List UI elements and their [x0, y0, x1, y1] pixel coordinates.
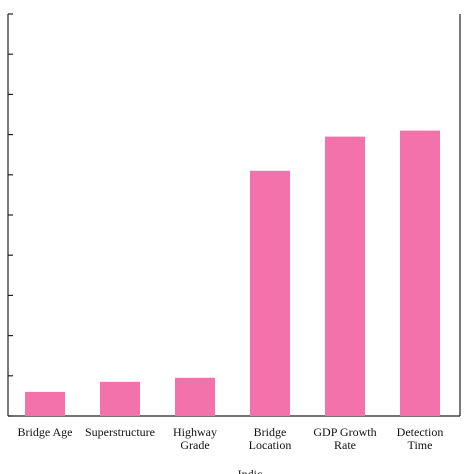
x-tick-label: GDP Growth Rate	[313, 425, 376, 452]
bar	[100, 381, 140, 416]
x-tick-label: Highway Grade	[173, 425, 217, 452]
bar	[400, 130, 440, 416]
chart-bars	[25, 130, 440, 417]
chart-axes	[7, 13, 461, 417]
x-tick-label: Bridge Location	[249, 425, 292, 452]
bar	[325, 136, 365, 417]
x-axis-label: Indic	[238, 467, 263, 474]
x-tick-label: Detection Time	[397, 425, 444, 452]
x-tick-label: Bridge Age	[18, 425, 73, 439]
bar	[175, 377, 215, 416]
bar	[25, 391, 65, 416]
x-tick-label: Superstructure	[85, 425, 155, 439]
x-tick-labels: Bridge Age Superstructure Highway Grade Brid…	[18, 425, 444, 452]
bar	[250, 170, 290, 416]
